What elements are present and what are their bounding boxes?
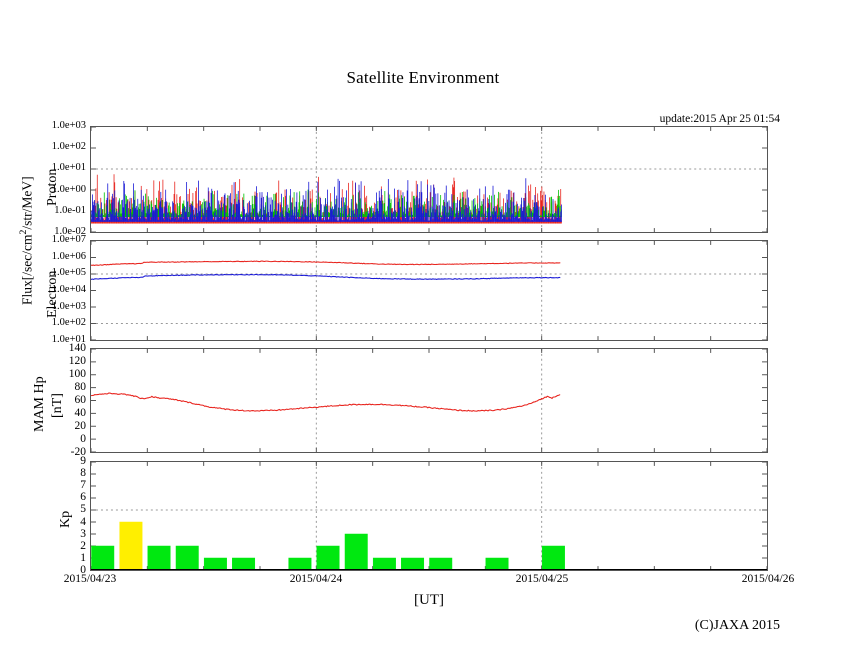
update-timestamp: update:2015 Apr 25 01:54 [659,113,780,125]
electron-y-tick: 1.0e+03 [51,300,86,312]
electron-trace-electron-blue [91,273,561,281]
mam-y-tick: 120 [68,355,86,367]
electron-plot-area [91,241,767,340]
proton-flux-panel [90,126,768,233]
kp-bar [175,545,199,570]
mam-hp-trace [91,392,561,412]
proton-y-tick: 1.0e-01 [54,204,86,216]
electron-y-ticks: 1.0e+07 1.0e+06 1.0e+05 1.0e+04 1.0e+03 1.0e+… [18,234,86,345]
kp-bar [344,533,368,570]
proton-y-tick: 1.0e+02 [51,141,86,153]
mam-y-tick: 60 [74,394,87,406]
kp-bar [288,557,312,570]
kp-y-tick: 9 [80,455,86,467]
mam-y-tick: 20 [74,420,87,432]
copyright-notice: (C)JAXA 2015 [694,618,780,633]
mam-y-tick: -20 [70,446,86,458]
electron-trace-electron-red [91,260,561,267]
kp-bar [232,557,256,570]
x-axis-tick: 2015/04/25 [515,573,569,585]
mam-y-ticks: 140 120 100 80 60 40 20 0 -20 [18,342,87,458]
x-axis-tick: 2015/04/23 [63,573,117,585]
x-axis-tick: 2015/04/24 [289,573,343,585]
x-axis-tick: 2015/04/26 [741,573,795,585]
electron-y-tick: 1.0e+04 [51,284,86,295]
kp-y-tick: 3 [80,527,86,540]
kp-bar [485,557,509,570]
electron-y-tick: 1.0e+02 [51,317,86,329]
electron-y-tick: 1.0e+05 [51,267,86,279]
kp-bar [91,545,115,570]
kp-y-tick: 4 [80,515,86,528]
mam-y-tick: 100 [68,368,86,380]
proton-y-tick: 1.0e-02 [54,226,86,237]
kp-index-panel [90,461,768,571]
electron-y-tick: 1.0e+07 [51,234,86,245]
kp-bar [316,545,340,570]
kp-y-tick: 7 [80,479,86,492]
kp-bar [401,557,425,570]
proton-y-ticks: 1.0e+03 1.0e+02 1.0e+01 1.0e+00 1.0e-01 1.0e-… [18,120,86,237]
mam-y-tick: 80 [74,381,87,393]
kp-y-tick: 0 [80,564,86,576]
kp-bar [372,557,396,570]
kp-bar [429,557,453,570]
proton-y-tick: 1.0e+00 [51,183,86,195]
kp-bar [541,545,565,570]
page-title: Satellite Environment [346,68,500,87]
kp-bar [147,545,171,570]
mam-y-tick: 40 [74,407,87,419]
kp-y-tick: 6 [80,491,86,504]
electron-y-tick: 1.0e+06 [51,250,86,262]
mam-plot-area [91,349,767,452]
proton-y-tick: 1.0e+03 [51,120,86,131]
proton-y-tick: 1.0e+01 [51,162,86,174]
kp-bar [119,521,143,570]
electron-flux-panel [90,240,768,341]
kp-y-tick: 2 [80,539,86,552]
kp-y-tick: 1 [80,551,86,564]
mam-y-tick: 0 [80,433,86,445]
x-axis-label: [UT] [414,592,444,608]
kp-bar [203,557,227,570]
electron-y-tick: 1.0e+01 [51,334,86,345]
proton-trace-proton-blue [91,178,562,222]
proton-plot-area [91,127,767,232]
mam-hp-panel [90,348,768,453]
kp-plot-area [91,462,767,570]
mam-y-tick: 140 [68,342,86,354]
kp-y-tick: 8 [80,467,86,480]
kp-y-tick: 5 [80,503,86,516]
